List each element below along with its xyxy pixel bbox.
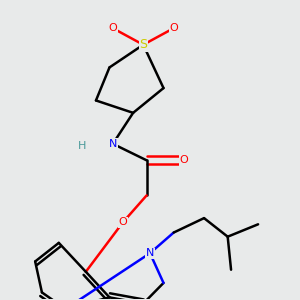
Text: O: O [109, 23, 117, 33]
Text: O: O [179, 155, 188, 165]
Text: N: N [146, 248, 154, 258]
Text: S: S [139, 38, 147, 51]
Text: O: O [169, 23, 178, 33]
Text: N: N [109, 139, 117, 149]
Text: H: H [78, 141, 87, 151]
Text: O: O [118, 217, 127, 227]
